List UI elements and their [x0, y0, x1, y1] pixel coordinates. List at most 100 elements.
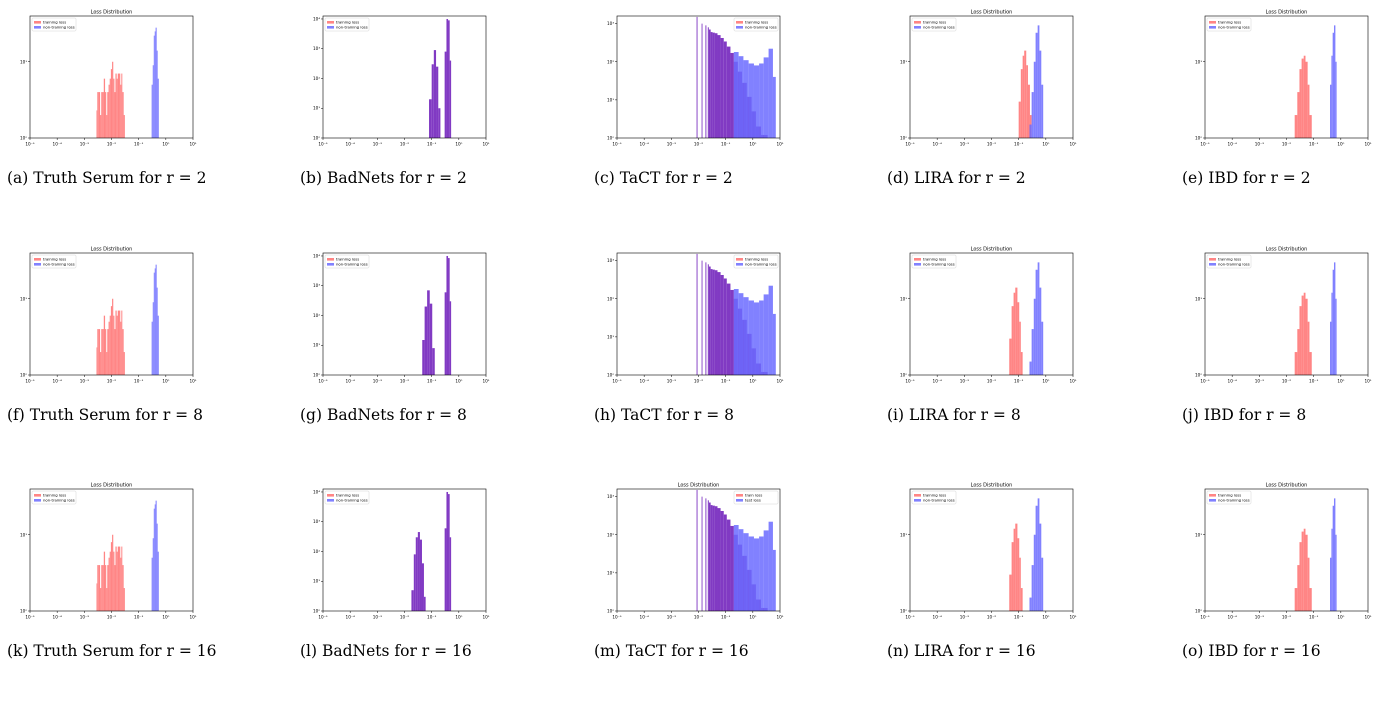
histogram-bar — [1017, 538, 1020, 611]
panel-caption: (c) TaCT for r = 2 — [594, 169, 733, 187]
histogram-bar — [1033, 534, 1036, 611]
y-tick-label: 10¹ — [607, 334, 614, 339]
panel-caption: (b) BadNets for r = 2 — [300, 169, 467, 187]
histogram-bar — [109, 551, 111, 611]
x-tick-label: 10⁻² — [107, 615, 117, 620]
x-tick-label: 10⁻² — [1282, 142, 1292, 147]
legend-label: training loss — [336, 19, 359, 24]
histogram-bar — [708, 502, 711, 611]
histogram-bar — [1303, 55, 1306, 138]
legend-label: non-training loss — [923, 497, 955, 502]
histogram-bar — [102, 92, 104, 138]
legend-swatch — [34, 499, 41, 502]
legend-label: training loss — [336, 492, 359, 497]
x-tick-label: 10⁻³ — [80, 142, 90, 147]
histogram-bar — [421, 563, 424, 611]
y-tick-label: 10⁰ — [607, 373, 614, 378]
histogram-bar — [726, 46, 731, 138]
x-tick-label: 10⁰ — [1042, 379, 1049, 384]
histogram-bar — [705, 262, 707, 375]
histogram-bar — [707, 27, 709, 138]
histogram-bar — [106, 115, 108, 138]
legend-swatch — [736, 21, 743, 24]
histogram-bar — [115, 73, 117, 138]
histogram-bar — [100, 352, 102, 375]
histogram-bar — [107, 329, 109, 375]
histogram-bar — [707, 264, 709, 375]
histogram-bar — [419, 539, 422, 611]
histogram-bar — [119, 310, 121, 375]
x-tick-label: 10⁻⁴ — [933, 379, 943, 384]
x-tick-label: 10⁻⁵ — [1200, 379, 1210, 384]
x-tick-label: 10¹ — [1069, 379, 1076, 384]
histogram-bar — [110, 542, 113, 611]
x-tick-label: 10⁻⁴ — [346, 615, 356, 620]
x-tick-label: 10⁻⁴ — [933, 142, 943, 147]
histogram-bar — [1037, 25, 1040, 138]
x-tick-label: 10⁻⁵ — [25, 142, 35, 147]
legend-swatch — [34, 258, 41, 261]
y-tick-label: 10³ — [313, 519, 320, 524]
histogram-bar — [151, 321, 153, 375]
legend-swatch — [914, 258, 921, 261]
x-tick-label: 10⁻³ — [80, 379, 90, 384]
histogram-bar — [424, 306, 428, 375]
histogram-bar — [1017, 302, 1020, 375]
legend-swatch — [1209, 263, 1216, 266]
figure-panel: 10⁻⁵ 10⁻⁴ 10⁻³ 10⁻² 10⁻¹ 10⁰ 10¹ 10⁰ 10¹ Loss Dis… — [880, 6, 1110, 236]
histogram-bar — [107, 92, 109, 138]
histogram-chart: 10⁻⁵ 10⁻⁴ 10⁻³ 10⁻² 10⁻¹ 10⁰ 10¹ 10⁰ 10¹ Loss Dis… — [20, 483, 197, 620]
histogram-bar — [1294, 352, 1298, 375]
histogram-bar — [768, 48, 773, 139]
histogram-bar — [96, 583, 98, 611]
x-tick-label: 10⁻⁴ — [53, 379, 63, 384]
x-tick-label: 10⁰ — [749, 379, 756, 384]
histogram-bar — [151, 84, 153, 138]
x-tick-label: 10⁰ — [455, 615, 462, 620]
histogram-bar — [113, 78, 115, 138]
panel-caption: (n) LIRA for r = 16 — [887, 642, 1036, 660]
histogram-bar — [114, 565, 116, 611]
legend-label: non-training loss — [745, 261, 777, 266]
histogram-bar — [117, 310, 120, 375]
legend-box — [31, 490, 77, 505]
x-tick-label: 10⁻³ — [373, 142, 383, 147]
y-tick-label: 10⁰ — [900, 136, 907, 141]
legend-swatch — [914, 26, 921, 29]
histogram-bar — [1301, 295, 1304, 375]
histogram-bar — [1035, 505, 1038, 611]
x-tick-label: 10⁻¹ — [1309, 142, 1319, 147]
y-tick-label: 10¹ — [1195, 59, 1202, 64]
x-tick-label: 10⁰ — [162, 142, 169, 147]
figure-panel: 10⁻⁵ 10⁻⁴ 10⁻³ 10⁻² 10⁻¹ 10⁰ 10¹ 10⁰ 10¹ Loss Dis… — [1175, 479, 1377, 709]
x-tick-label: 10⁻² — [400, 379, 410, 384]
x-tick-label: 10¹ — [1069, 142, 1076, 147]
plot-frame — [909, 252, 1074, 376]
plot-frame — [1204, 15, 1369, 139]
x-tick-label: 10⁻³ — [1255, 379, 1265, 384]
x-tick-label: 10¹ — [776, 142, 783, 147]
histogram-bar — [119, 73, 121, 138]
histogram-bar — [444, 528, 447, 611]
x-tick-label: 10⁻¹ — [721, 142, 731, 147]
x-tick-label: 10⁻³ — [960, 379, 970, 384]
legend-swatch — [34, 21, 41, 24]
y-tick-label: 10⁰ — [1195, 136, 1202, 141]
x-tick-label: 10⁻³ — [960, 615, 970, 620]
legend-swatch — [34, 26, 41, 29]
x-tick-label: 10¹ — [482, 379, 489, 384]
legend-label: training loss — [923, 256, 946, 261]
histogram-bar — [1303, 292, 1306, 375]
legend-swatch — [1209, 258, 1216, 261]
histogram-bar — [154, 268, 156, 375]
figure-panel: 10⁻⁵ 10⁻⁴ 10⁻³ 10⁻² 10⁻¹ 10⁰ 10¹ 10⁰ 10¹ 10² 10³ tr… — [587, 243, 817, 473]
histogram-bar — [438, 108, 441, 138]
legend-swatch — [34, 494, 41, 497]
histogram-bar — [708, 266, 711, 375]
histogram-bar — [717, 508, 721, 611]
legend-swatch — [1209, 21, 1216, 24]
